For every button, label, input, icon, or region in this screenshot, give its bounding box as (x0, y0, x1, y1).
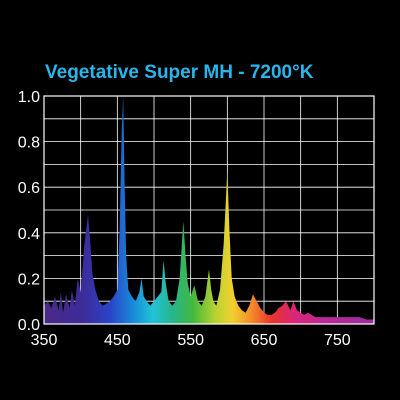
y-tick-label: 0.6 (18, 180, 40, 197)
y-tick-label: 1.0 (18, 89, 40, 106)
x-tick-label: 550 (177, 332, 204, 349)
x-tick-label: 750 (324, 332, 351, 349)
chart-title: Vegetative Super MH - 7200°K (45, 62, 314, 83)
y-axis-ticks: 0.0 0.2 0.4 0.6 0.8 1.0 (18, 89, 40, 334)
y-tick-label: 0.0 (18, 317, 40, 334)
plot-border (43, 95, 375, 325)
plot-frame (43, 95, 375, 325)
x-axis-ticks: 350 450 550 650 750 (31, 332, 351, 349)
y-tick-label: 0.2 (18, 271, 40, 288)
x-tick-label: 350 (31, 332, 58, 349)
spectrum-area (44, 96, 374, 324)
y-tick-label: 0.8 (18, 135, 40, 152)
x-tick-label: 450 (104, 332, 131, 349)
y-tick-label: 0.4 (18, 226, 40, 243)
spectrum-series-area (44, 96, 374, 324)
x-tick-label: 650 (251, 332, 278, 349)
